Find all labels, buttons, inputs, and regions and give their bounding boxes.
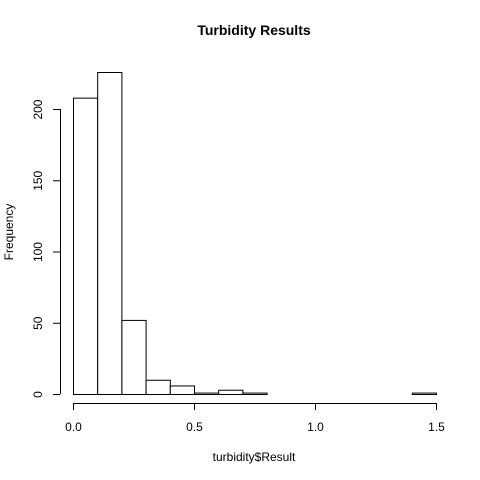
bars-group	[73, 72, 437, 396]
y-tick-label: 50	[31, 316, 45, 330]
histogram-bar	[411, 392, 437, 396]
histogram-bar	[73, 97, 99, 395]
x-tick-label: 1.0	[307, 420, 324, 434]
y-axis: 0 50 100 150 200	[31, 99, 61, 398]
x-tick-label: 0.5	[186, 420, 203, 434]
x-axis: 0.0 0.5 1.0 1.5	[65, 403, 445, 434]
histogram-bar	[218, 389, 244, 396]
y-tick-label: 0	[31, 391, 45, 398]
y-tick-label: 100	[31, 242, 45, 262]
histogram-bar	[194, 392, 220, 396]
x-tick-label: 0.0	[65, 420, 82, 434]
y-tick-label: 200	[31, 99, 45, 119]
histogram-bar	[121, 319, 147, 395]
chart-title: Turbidity Results	[197, 22, 311, 38]
histogram-bar	[169, 385, 196, 395]
y-tick-label: 150	[31, 170, 45, 190]
x-axis-title: turbidity$Result	[213, 450, 296, 464]
histogram-bar	[145, 379, 171, 395]
histogram-bar	[97, 72, 123, 395]
x-tick-label: 1.5	[428, 420, 445, 434]
y-axis-title: Frequency	[2, 204, 16, 261]
histogram-bar	[242, 392, 268, 396]
